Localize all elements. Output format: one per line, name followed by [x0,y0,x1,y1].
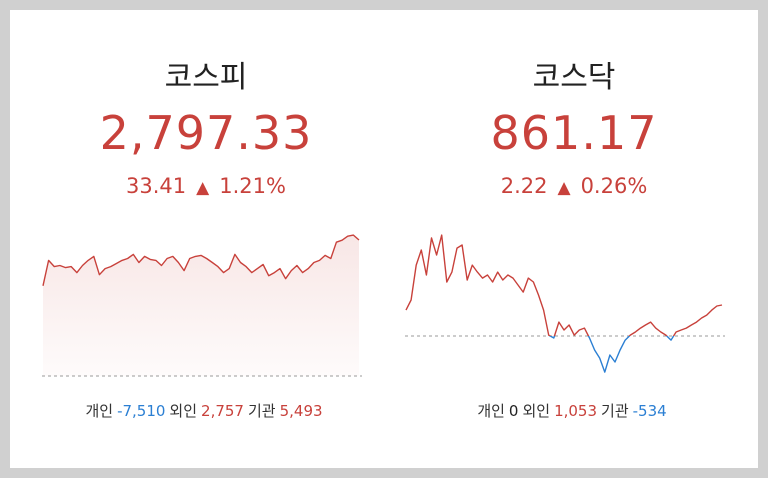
investor-value: 1,053 [554,402,598,420]
investor-label: 기관 [601,402,629,420]
investor-row: 개인 -7,510 외인 2,757 기관 5,493 [22,400,390,421]
sparkline [42,234,362,377]
index-change: 2.22 ▲ 0.26% [390,174,758,198]
change-rate: 1.21% [219,174,286,198]
index-change: 33.41 ▲ 1.21% [22,174,390,198]
sparkline-line [405,234,723,373]
investor-label: 외인 [522,402,551,420]
investor-value: 0 [508,402,519,420]
sparkline-line [42,234,360,286]
investor-value: -7,510 [117,402,166,420]
up-arrow-icon: ▲ [557,178,571,198]
investor-value: -534 [632,402,667,420]
investor-row: 개인 0 외인 1,053 기관 -534 [390,400,758,421]
sparkline-area [43,235,359,376]
investor-label: 외인 [169,402,198,420]
investor-label: 기관 [247,402,276,420]
index-title: 코스피 [164,60,248,95]
change-rate: 0.26% [580,174,648,198]
change-value: 33.41 [126,174,187,198]
index-price: 2,797.33 [99,106,313,160]
investor-value: 2,757 [201,402,244,420]
index-price: 861.17 [490,106,658,160]
investor-label: 개인 [85,402,114,420]
change-value: 2.22 [500,174,548,198]
sparkline [405,234,725,373]
index-title: 코스닥 [532,60,616,95]
up-arrow-icon: ▲ [196,178,210,198]
investor-label: 개인 [477,402,505,420]
investor-value: 5,493 [279,402,323,420]
index-card: 코스닥 861.17 2.22 ▲ 0.26% 개인 0 외인 1,053 기관 -534 [390,10,758,468]
index-panel: 코스피 2,797.33 33.41 ▲ 1.21% 개인 -7,510 외인 2,757 기관 5… [10,10,758,468]
index-card: 코스피 2,797.33 33.41 ▲ 1.21% 개인 -7,510 외인 2,757 기관 5… [22,10,390,468]
